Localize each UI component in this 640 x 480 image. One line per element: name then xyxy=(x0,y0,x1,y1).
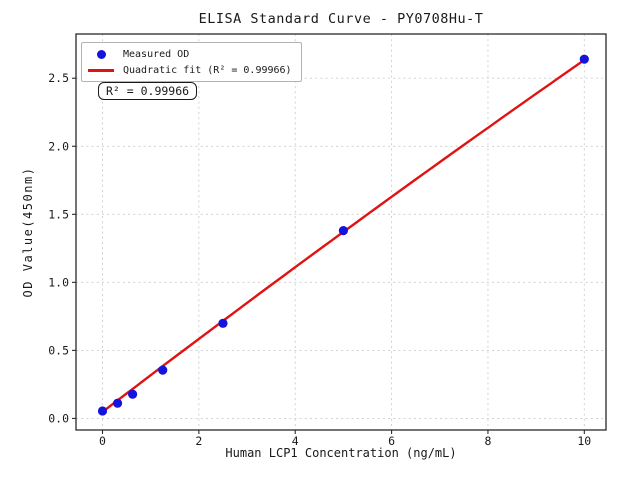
legend: Measured OD Quadratic fit (R² = 0.99966) xyxy=(81,42,302,82)
legend-marker-area xyxy=(87,49,115,59)
legend-label-measured-od: Measured OD xyxy=(123,48,190,60)
legend-marker-area xyxy=(87,68,115,72)
plot-frame xyxy=(75,33,607,431)
data-point xyxy=(97,406,108,416)
x-tick-label: 6 xyxy=(388,434,395,448)
legend-entry-quadratic-fit: Quadratic fit (R² = 0.99966) xyxy=(87,63,292,77)
data-point xyxy=(338,226,349,236)
x-axis-label: Human LCP1 Concentration (ng/mL) xyxy=(225,446,457,460)
x-tick-label: 8 xyxy=(484,434,491,448)
y-tick-label: 0.5 xyxy=(48,343,69,357)
quadratic-fit-line xyxy=(101,58,586,414)
x-tick-label: 4 xyxy=(292,434,299,448)
r-squared-annotation: R² = 0.99966 xyxy=(98,82,198,100)
legend-entry-measured-od: Measured OD xyxy=(87,47,292,61)
scatter-marker-icon xyxy=(96,49,106,59)
data-point xyxy=(128,389,138,399)
data-point xyxy=(218,318,228,328)
y-tick-label: 1.5 xyxy=(48,207,69,221)
legend-label-quadratic-fit: Quadratic fit (R² = 0.99966) xyxy=(123,64,292,76)
y-tick-label: 2.0 xyxy=(48,139,69,153)
chart-title: ELISA Standard Curve - PY0708Hu-T xyxy=(198,11,484,27)
data-point xyxy=(579,54,589,64)
x-tick-label: 2 xyxy=(195,434,202,448)
y-tick-label: 0.0 xyxy=(48,411,69,425)
x-tick-label: 0 xyxy=(99,434,106,448)
y-tick-label: 1.0 xyxy=(48,275,69,289)
y-tick-label: 2.5 xyxy=(48,71,69,85)
line-marker-icon xyxy=(88,68,114,72)
data-point xyxy=(112,398,123,408)
x-tick-label: 10 xyxy=(577,434,591,448)
y-axis-label: OD Value(450nm) xyxy=(21,166,35,298)
data-point xyxy=(158,365,168,375)
